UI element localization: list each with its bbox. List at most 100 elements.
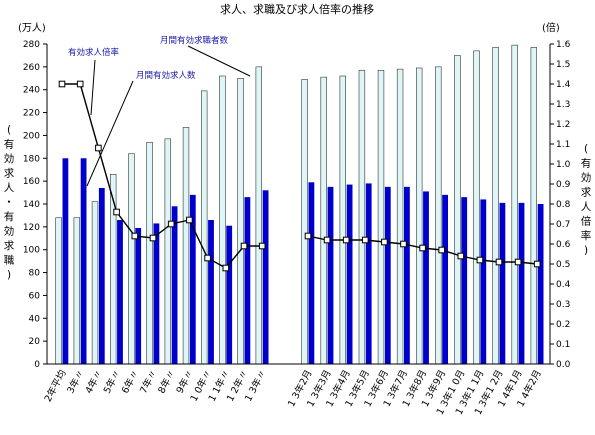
annual-ratio-point [167,220,175,228]
ratio-lines [58,80,541,272]
monthly-openings-bar [537,204,544,364]
annual-seekers-bar [237,77,244,365]
annual-seekers-bar [182,127,190,365]
annotation-ratio-leader [90,59,96,116]
axes [46,44,551,365]
monthly-ratio-point [514,258,522,266]
right-tick-label: 0.2 [556,320,570,330]
monthly-openings-bar [423,191,429,364]
monthly-ratio-point [342,236,350,244]
right-tick-label: 0.0 [556,360,571,370]
monthly-seekers-bar [492,47,499,365]
annotation-seekers: 月間有効求職者数 [160,35,229,46]
annual-openings-bar [171,206,178,364]
right-axis-label-char: 率 [581,229,592,242]
annual-openings-bar [98,188,105,364]
right-tick-label: 0.4 [556,280,571,290]
left-tick-label: 20 [29,337,41,347]
monthly-ratio-point [400,240,407,248]
left-tick-label: 260 [23,63,40,73]
left-axis-label-char: 効 [4,225,15,238]
left-tick-label: 140 [23,200,40,210]
left-axis-label-char: 有 [4,138,15,151]
right-tick-label: 0.3 [556,300,570,310]
annotation-seekers-leader [187,45,251,77]
monthly-ratio-point [381,238,388,246]
right-unit-label: (倍) [542,21,560,34]
monthly-seekers-bar [454,55,461,365]
monthly-ratio-point [533,260,541,268]
monthly-ratio-point [304,232,312,240]
monthly-seekers-bar [511,44,518,365]
left-axis-label: (有効求人・有効求職) [4,124,15,281]
annual-ratio-point [204,254,211,262]
right-tick-label: 1.1 [556,140,570,150]
left-tick-label: 280 [23,40,40,50]
annual-ratio-point [76,80,84,88]
right-tick-label: 1.6 [556,40,571,50]
annual-ratio-point [149,234,157,242]
chart-title: 求人、求職及び求人倍率の推移 [220,2,374,16]
left-tick-label: 80 [29,269,41,279]
monthly-ratio-point [419,244,426,252]
left-tick-label: 200 [23,131,40,141]
right-tick-label: 0.8 [556,200,571,210]
monthly-seekers-bar [339,75,346,365]
monthly-seekers-bar [530,47,538,365]
monthly-openings-bar [499,202,506,364]
annual-seekers-bar [146,141,153,365]
monthly-ratio-point [362,236,369,244]
right-axis-label-char: 有 [581,157,592,170]
left-axis-label-char: 求 [4,240,15,252]
left-axis-label-char: ) [7,269,11,281]
left-tick-label: 120 [23,223,40,233]
annotation-openings: 月間有効求人数 [136,70,196,81]
annual-ratio-point [95,144,102,152]
annual-ratio-point [240,242,248,250]
annual-ratio-point [258,242,266,250]
annual-seekers-bar [55,217,62,365]
annual-seekers-bar [73,217,81,365]
right-axis-ticks: 0.0 0.1 0.2 0.3 0.4 0.5 0.6 0.7 0.8 0.9 1.0 1.1 1.2 1… [550,40,571,370]
annotation-ratio: 有効求人倍率 [68,47,120,58]
annual-ratio-point [186,216,193,224]
right-tick-label: 0.1 [556,340,570,350]
right-tick-label: 0.5 [556,260,570,270]
monthly-seekers-bar [473,50,480,365]
monthly-openings-bar [480,199,487,364]
annual-openings-bar [208,220,214,364]
left-axis-label-char: 人 [4,182,15,194]
annual-seekers-bar [201,90,208,365]
right-axis-label-char: ) [584,245,588,257]
monthly-ratio-point [495,258,503,266]
right-tick-label: 1.3 [556,100,570,110]
left-tick-label: 0 [34,360,40,370]
monthly-seekers-bar [377,69,385,365]
annual-seekers-bar [164,138,171,365]
annotation-openings-leader [86,80,134,187]
annual-ratio-point [58,80,66,88]
monthly-openings-bar [404,186,410,364]
monthly-openings-bar [461,197,468,364]
right-tick-label: 1.5 [556,60,570,70]
left-tick-label: 180 [23,154,40,164]
annual-ratio-point [131,232,139,240]
annotations: 有効求人倍率 月間有効求人数 月間有効求職者数 [68,35,251,187]
left-tick-label: 220 [23,109,40,119]
annual-seekers-bar [255,66,262,365]
annual-openings-bar [135,228,142,364]
left-unit-label: (万人) [18,22,46,34]
right-axis-label-char: 人 [581,201,592,213]
annual-openings-bar [262,190,269,364]
annual-ratio-line [62,83,263,269]
left-axis-label-char: 効 [4,152,15,165]
annual-openings-bar [62,158,69,364]
monthly-openings-bar [308,182,315,364]
monthly-seekers-bar [301,79,308,365]
monthly-openings-bar [365,183,372,364]
right-tick-label: 0.7 [556,220,570,230]
x-tick-label: 2年平均 [42,368,69,404]
right-tick-label: 1.2 [556,120,570,130]
bars [55,44,544,365]
